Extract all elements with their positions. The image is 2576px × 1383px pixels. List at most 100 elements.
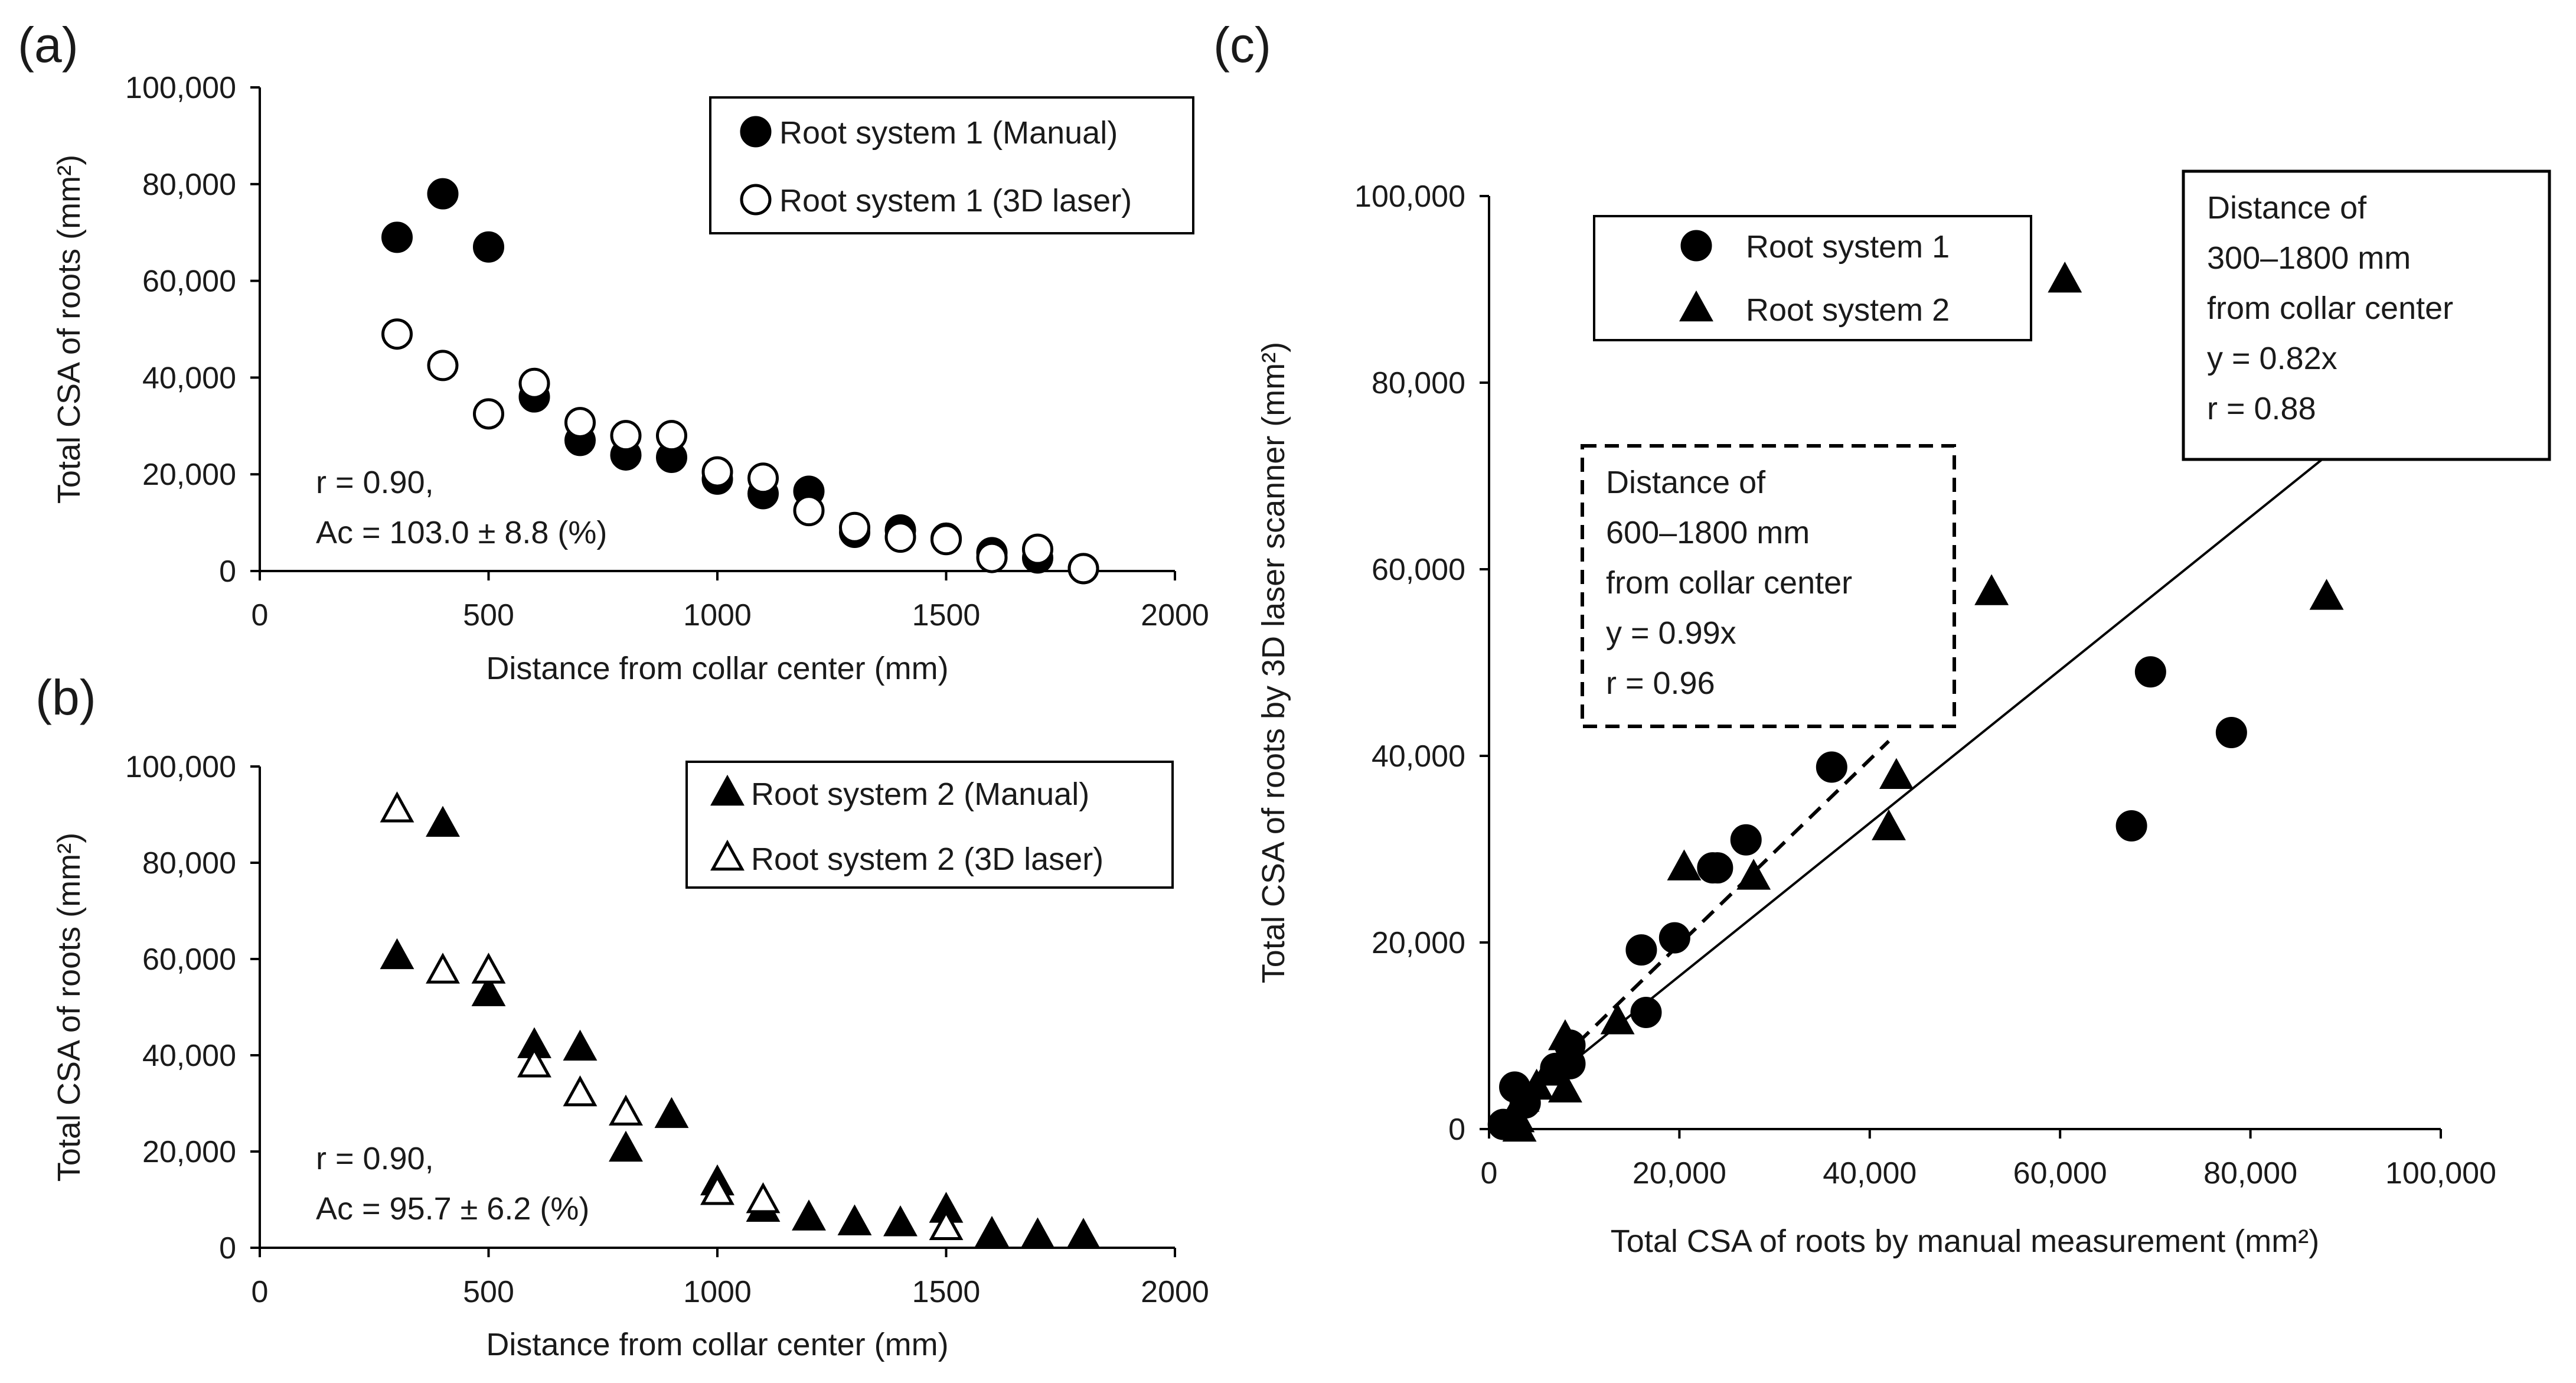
- x-tick-label: 80,000: [2203, 1156, 2297, 1190]
- data-point-series-1: [1066, 1218, 1101, 1249]
- y-tick-label: 100,000: [125, 71, 236, 105]
- y-tick-label: 80,000: [142, 846, 236, 880]
- data-point-series-2: [380, 791, 414, 823]
- y-tick-label: 0: [1448, 1113, 1465, 1147]
- y-tick-label: 100,000: [1354, 180, 1465, 214]
- data-point-series-2: [609, 1094, 643, 1126]
- data-point-series-2: [1600, 1003, 1635, 1035]
- y-axis-title: Total CSA of roots (mm²): [51, 155, 87, 504]
- stats-annotation: Ac = 103.0 ± 8.8 (%): [316, 515, 607, 550]
- y-tick-label: 40,000: [142, 361, 236, 395]
- fit-label-box-dashed: [1581, 444, 1956, 728]
- legend-marker-2: [1679, 290, 1713, 322]
- data-point-series-1: [2115, 810, 2147, 841]
- data-point-series-2: [976, 542, 1008, 573]
- legend-label-1: Root system 2 (Manual): [751, 777, 1089, 812]
- data-point-series-2: [473, 398, 504, 430]
- regression-line-solid: [1488, 455, 2327, 1130]
- data-point-series-2: [427, 350, 459, 381]
- data-point-series-1: [563, 1029, 598, 1061]
- data-point-series-1: [471, 975, 506, 1006]
- fit-label-text: from collar center: [2207, 291, 2453, 326]
- data-point-series-2: [929, 1209, 964, 1240]
- data-point-series-2: [1502, 1110, 1537, 1142]
- y-tick-label: 80,000: [142, 168, 236, 202]
- legend-marker-1: [1680, 230, 1712, 262]
- fit-label-text: Distance of: [2207, 190, 2367, 226]
- data-point-series-2: [1022, 533, 1053, 565]
- chart-panel-b: 0 500 1000 1500 2000 0 20,000 40,000 60,000 80,00…: [51, 750, 1209, 1362]
- legend-marker-1: [740, 116, 772, 148]
- y-tick-label: 40,000: [1372, 739, 1465, 774]
- data-point-series-2: [1067, 553, 1099, 585]
- data-point-series-1: [1816, 751, 1847, 783]
- data-point-series-2: [700, 1174, 734, 1205]
- data-point-series-1: [1697, 852, 1729, 884]
- data-point-series-2: [747, 462, 779, 494]
- data-point-series-2: [1879, 758, 1914, 789]
- data-point-series-1: [380, 938, 414, 970]
- data-point-series-2: [1667, 849, 1702, 880]
- y-axis-title: Total CSA of roots by 3D laser scanner (…: [1256, 342, 1291, 983]
- data-point-series-1: [975, 1216, 1009, 1247]
- y-tick-label: 20,000: [142, 458, 236, 492]
- data-point-series-2: [563, 1075, 598, 1107]
- data-point-series-2: [426, 953, 460, 984]
- legend-marker-1: [710, 774, 745, 806]
- legend-label-1: Root system 1 (Manual): [779, 115, 1118, 151]
- legend-box: [685, 761, 1174, 889]
- data-point-series-2: [701, 456, 733, 488]
- data-point-series-2: [884, 521, 916, 553]
- x-axis-title: Total CSA of roots by manual measurement…: [1611, 1224, 2319, 1259]
- x-axis-title: Distance from collar center (mm): [486, 1327, 948, 1362]
- data-point-series-2: [518, 367, 550, 399]
- y-tick-label: 100,000: [125, 750, 236, 784]
- y-tick-label: 60,000: [1372, 553, 1465, 587]
- y-tick-label: 20,000: [142, 1135, 236, 1169]
- x-tick-label: 100,000: [2385, 1156, 2496, 1190]
- panel-label-c: (c): [1213, 17, 1271, 73]
- y-axis-title: Total CSA of roots (mm²): [51, 833, 87, 1182]
- fit-label-box-solid: [2182, 169, 2551, 461]
- x-tick-label: 0: [252, 598, 269, 632]
- x-tick-label: 20,000: [1633, 1156, 1726, 1190]
- legend-label-2: Root system 2: [1746, 292, 1950, 328]
- stats-annotation: r = 0.90,: [316, 1141, 434, 1176]
- data-point-series-1: [1658, 922, 1690, 954]
- x-tick-label: 1500: [912, 598, 981, 632]
- data-point-series-2: [517, 1046, 551, 1078]
- data-point-series-2: [2309, 579, 2344, 610]
- x-tick-label: 0: [1481, 1156, 1498, 1190]
- data-point-series-2: [610, 420, 642, 452]
- data-point-series-1: [426, 805, 460, 837]
- data-point-series-2: [656, 420, 687, 452]
- fit-label-text: 300–1800 mm: [2207, 240, 2411, 276]
- fit-label-text: y = 0.82x: [2207, 341, 2337, 376]
- data-point-series-2: [1974, 574, 2009, 605]
- x-tick-label: 500: [463, 598, 514, 632]
- x-tick-label: 1000: [683, 1275, 752, 1309]
- data-point-series-1: [381, 221, 413, 253]
- data-point-series-2: [931, 524, 962, 556]
- legend-box: [1593, 215, 2032, 341]
- y-tick-label: 80,000: [1372, 366, 1465, 400]
- data-point-series-1: [609, 1130, 643, 1162]
- legend-marker-2: [710, 839, 745, 871]
- x-axis-title: Distance from collar center (mm): [486, 651, 948, 686]
- data-point-series-2: [564, 407, 596, 439]
- data-point-series-1: [427, 178, 459, 210]
- data-point-series-2: [1548, 1019, 1582, 1051]
- y-tick-label: 40,000: [142, 1039, 236, 1073]
- data-point-series-1: [1630, 997, 1662, 1028]
- data-point-series-2: [1872, 809, 1906, 840]
- data-point-series-2: [746, 1182, 781, 1214]
- panel-label-a: (a): [18, 17, 79, 73]
- y-tick-label: 60,000: [142, 942, 236, 977]
- data-point-series-1: [1020, 1217, 1055, 1248]
- y-tick-label: 20,000: [1372, 926, 1465, 960]
- y-tick-label: 60,000: [142, 265, 236, 299]
- chart-panel-a: 0 500 1000 1500 2000 0 20,000 40,000 60,000 80,00…: [51, 71, 1209, 686]
- data-point-series-1: [1625, 934, 1657, 966]
- x-tick-label: 2000: [1141, 598, 1209, 632]
